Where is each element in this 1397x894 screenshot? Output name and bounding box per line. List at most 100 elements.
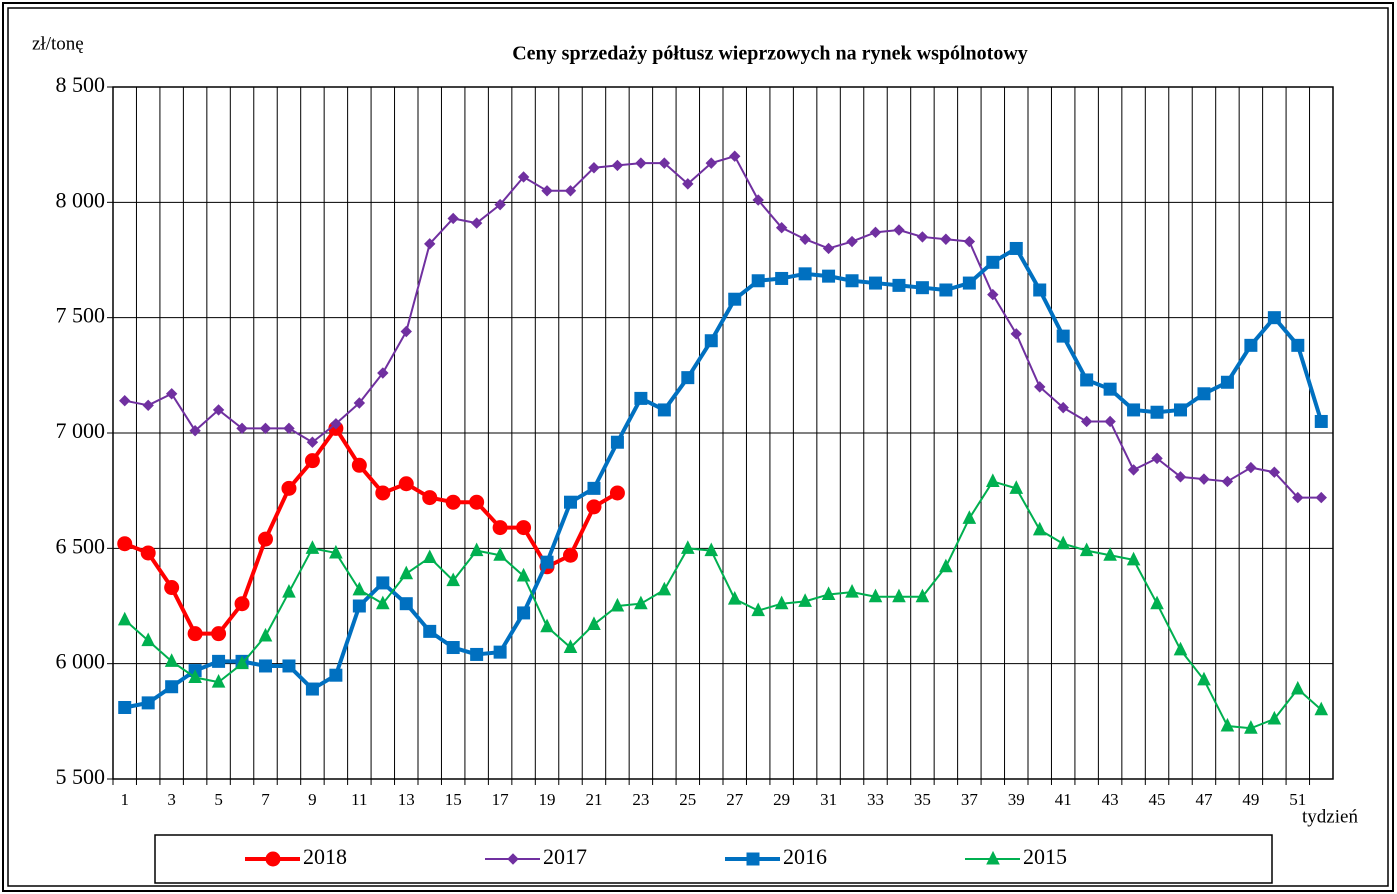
y-tick-label: 8 500 [56, 72, 106, 97]
data-point [424, 238, 436, 250]
x-tick-label: 47 [1195, 790, 1213, 809]
data-point [752, 194, 764, 206]
y-tick-label: 6 000 [56, 649, 106, 674]
data-point [469, 494, 485, 510]
data-point [493, 645, 507, 659]
legend-box [154, 834, 1273, 884]
data-point [1290, 680, 1305, 695]
data-point [353, 397, 366, 409]
data-point [939, 558, 953, 573]
data-point [1174, 471, 1187, 483]
data-point [400, 325, 412, 338]
data-point [283, 422, 295, 435]
data-point [1057, 401, 1069, 414]
data-point [963, 235, 976, 248]
data-point [705, 157, 717, 169]
x-tick-label: 35 [914, 790, 931, 809]
data-point [799, 233, 811, 245]
data-point [493, 547, 507, 561]
data-point [1292, 491, 1304, 504]
data-point [1198, 473, 1210, 485]
data-point [469, 542, 484, 557]
data-point [1268, 466, 1281, 478]
data-point [375, 595, 390, 610]
data-point [1244, 338, 1258, 352]
data-point [329, 544, 343, 559]
data-point [587, 616, 601, 630]
data-point [212, 404, 225, 416]
data-point [635, 157, 647, 169]
data-point [563, 639, 578, 654]
data-point [775, 221, 788, 234]
data-point [611, 159, 624, 172]
data-point [1244, 720, 1258, 734]
data-point [165, 680, 179, 694]
data-point [1150, 595, 1164, 610]
data-point [1173, 641, 1188, 656]
inner-border [7, 7, 1389, 887]
data-point [893, 224, 905, 236]
data-point [164, 653, 179, 667]
data-point [446, 572, 461, 587]
data-point [682, 178, 694, 190]
data-point [1221, 475, 1234, 488]
data-point [1150, 405, 1164, 419]
data-point [117, 611, 132, 626]
data-point [445, 494, 461, 510]
data-point [141, 632, 156, 647]
data-point [798, 267, 812, 281]
data-point [775, 271, 789, 285]
x-tick-label: 45 [1149, 790, 1166, 809]
y-tick-label: 8 000 [56, 187, 106, 212]
data-point [375, 485, 391, 501]
x-tick-label: 15 [445, 790, 462, 809]
x-tick-label: 17 [492, 790, 510, 809]
data-point [470, 217, 483, 229]
x-tick-label: 43 [1102, 790, 1119, 809]
x-tick-label: 9 [308, 790, 317, 809]
data-point [564, 185, 577, 197]
data-point [540, 555, 554, 569]
data-point [588, 162, 600, 174]
legend-label: 2017 [543, 844, 587, 869]
x-tick-label: 51 [1289, 790, 1306, 809]
data-point [304, 453, 320, 469]
data-point [939, 283, 953, 297]
data-point [1080, 415, 1093, 428]
data-point [259, 422, 272, 435]
data-point [986, 255, 1000, 269]
data-point [1032, 521, 1047, 536]
data-point [1009, 241, 1023, 255]
data-point [563, 547, 578, 563]
data-point [1127, 464, 1140, 476]
data-point [915, 281, 929, 295]
data-point [751, 602, 766, 617]
data-point [305, 682, 319, 696]
data-point [423, 624, 437, 638]
data-point [541, 185, 553, 197]
data-point [211, 674, 226, 688]
series-line [124, 480, 1322, 730]
data-point [258, 531, 273, 547]
data-point [1291, 338, 1305, 352]
data-point [1151, 452, 1163, 465]
data-point [281, 480, 297, 496]
y-tick-label: 7 500 [56, 303, 106, 328]
data-point [117, 536, 133, 552]
data-point [399, 597, 413, 611]
data-point [398, 476, 414, 492]
data-point [330, 418, 342, 430]
data-point [869, 276, 882, 290]
chart-title: Ceny sprzedaży półtusz wieprzowych na ry… [512, 43, 1028, 65]
x-tick-label: 11 [351, 790, 367, 809]
data-point [1034, 381, 1046, 393]
data-point [729, 150, 741, 162]
data-point [1127, 403, 1141, 417]
data-point [1056, 535, 1071, 550]
data-point [1080, 373, 1094, 387]
data-point [118, 700, 132, 714]
data-point [681, 371, 695, 385]
data-point [351, 457, 367, 473]
data-point [985, 473, 1000, 487]
